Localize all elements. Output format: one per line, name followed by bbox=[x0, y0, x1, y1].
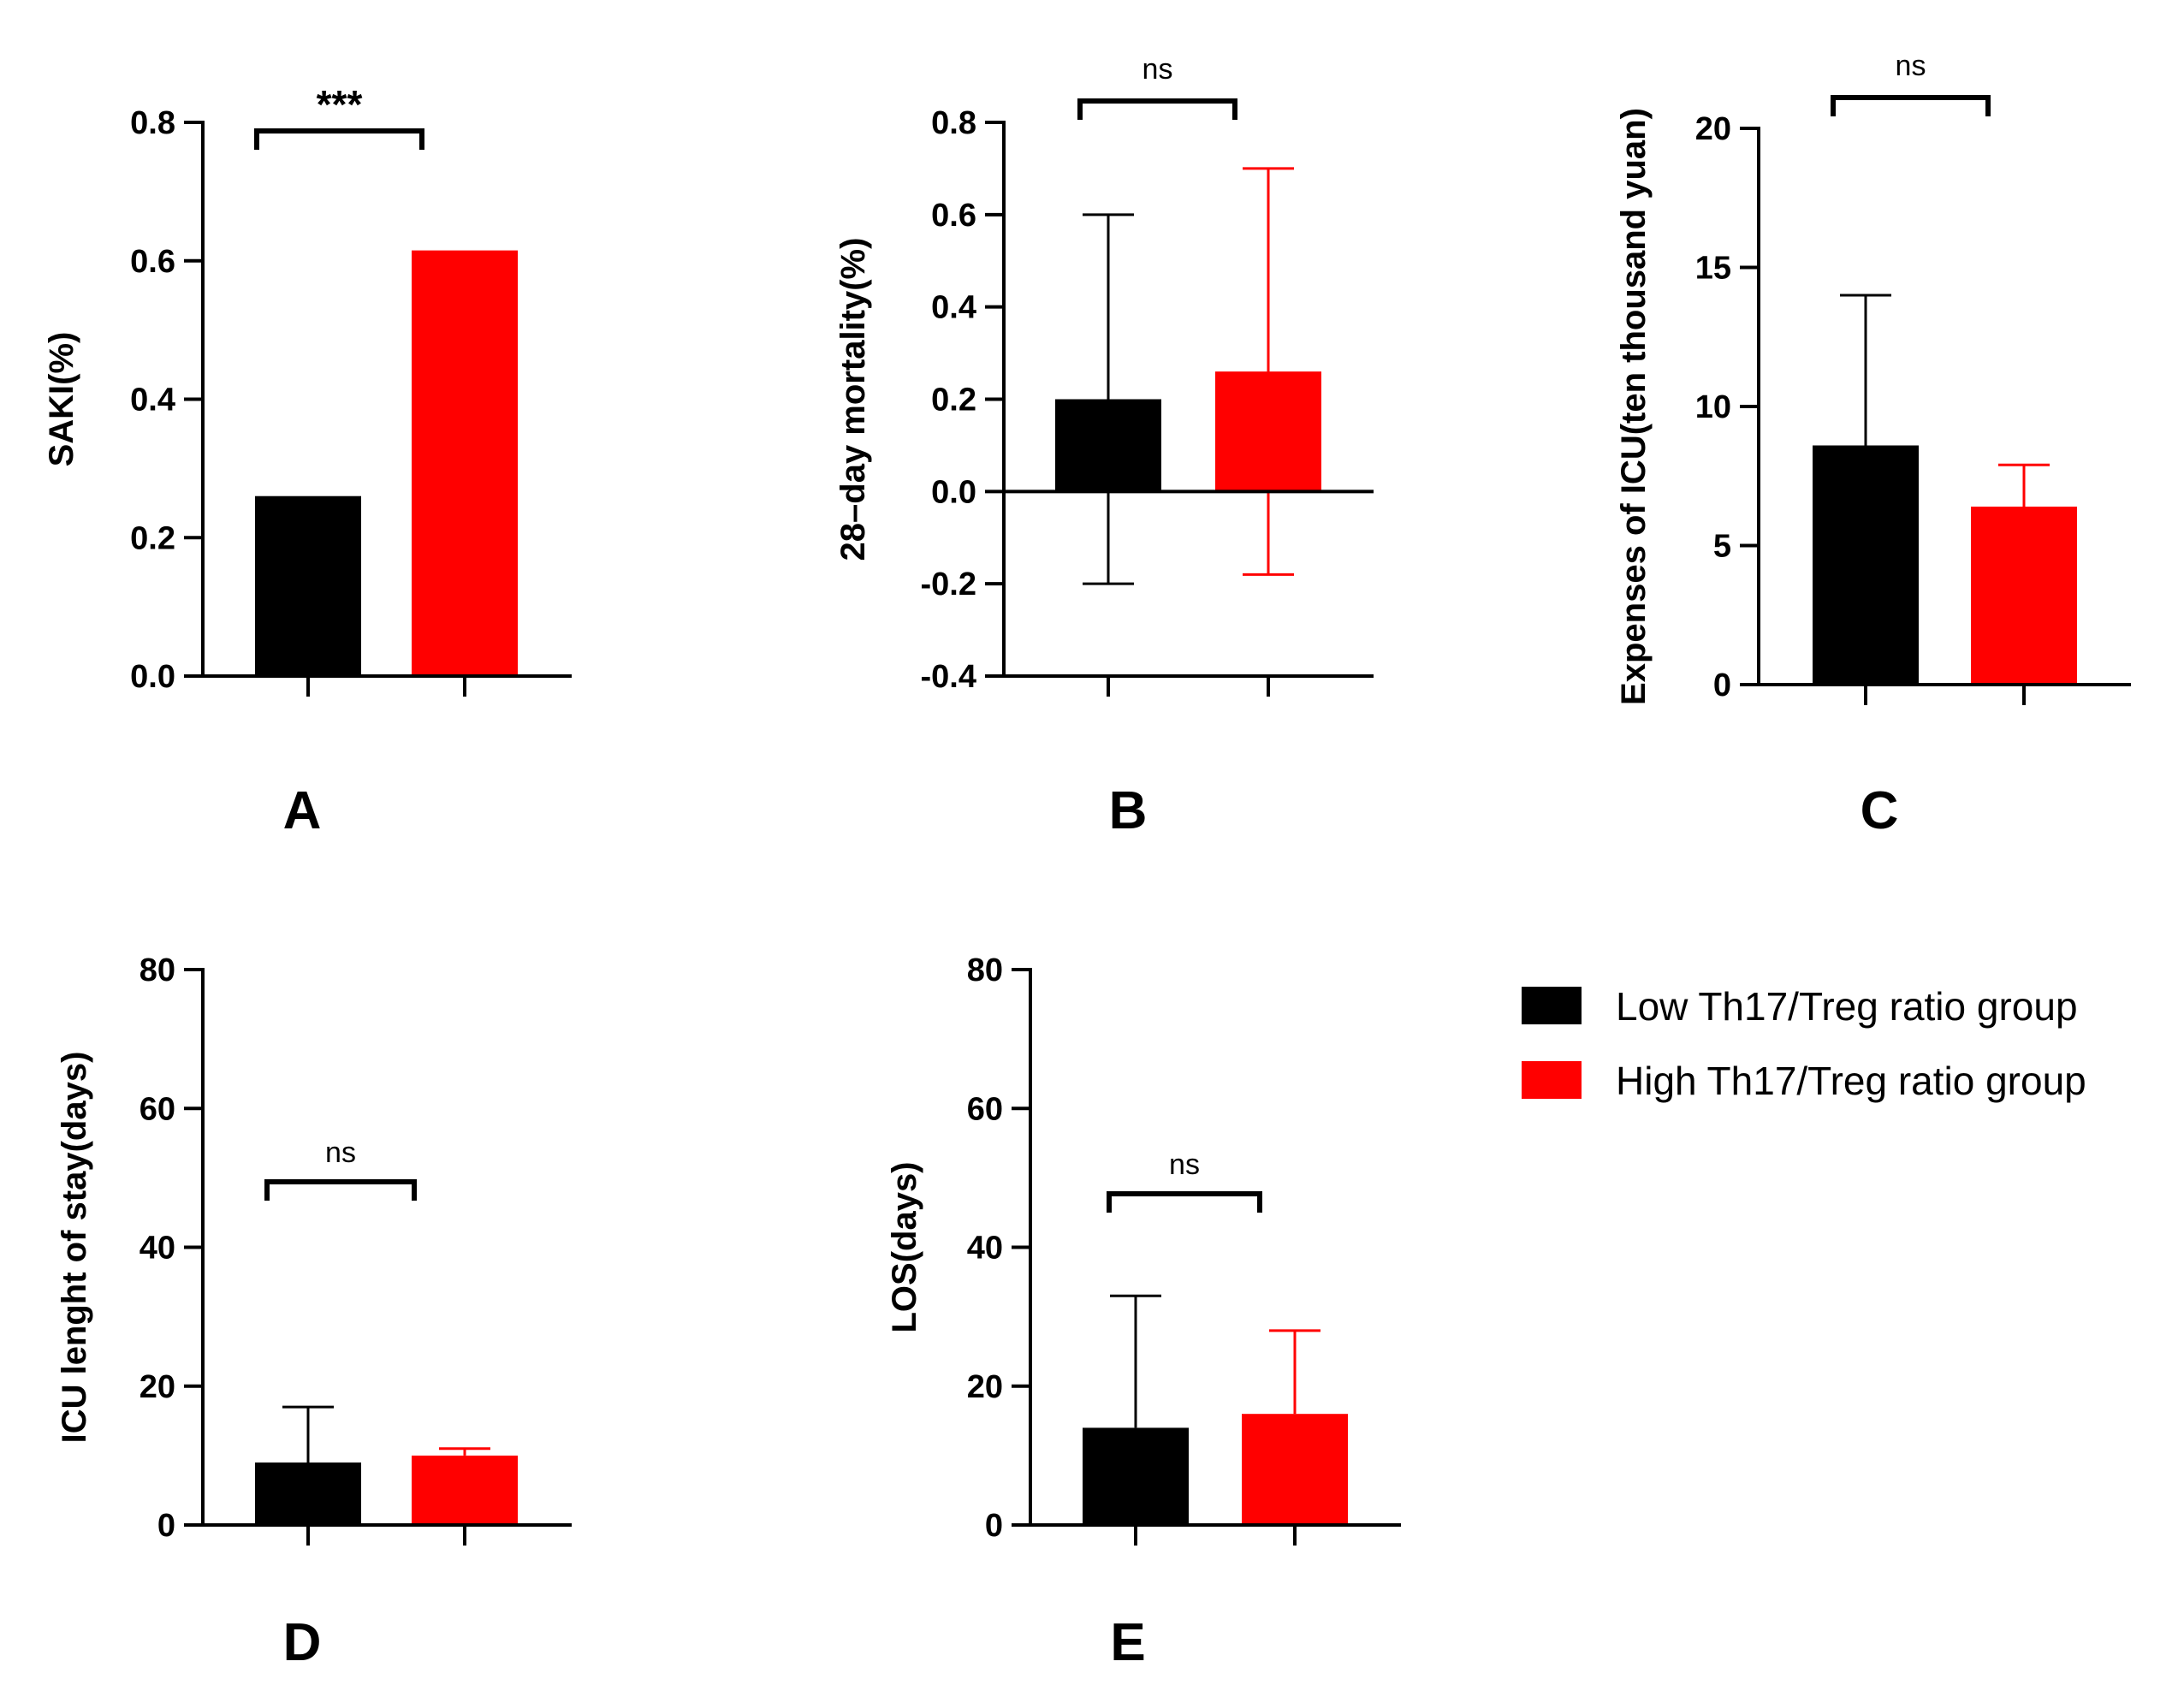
bar-E-low bbox=[1083, 1427, 1189, 1525]
legend-swatch-high bbox=[1522, 1061, 1582, 1099]
y-tick-label-B-3: 0.2 bbox=[931, 383, 976, 418]
y-tick-label-E-1: 20 bbox=[967, 1369, 1003, 1405]
y-tick-label-C-1: 5 bbox=[1713, 529, 1731, 565]
panels: 0.0 0.2 0.4 0.6 0.8 SAKI(%) *** A -0.4 -0.2 0.0 0.2… bbox=[43, 50, 2131, 1672]
panel-letter-E: E bbox=[1110, 1613, 1145, 1672]
y-tick-label-C-3: 15 bbox=[1695, 251, 1731, 287]
y-tick-label-A-1: 0.2 bbox=[130, 520, 175, 556]
y-tick-label-A-4: 0.8 bbox=[130, 105, 175, 141]
y-tick-label-C-4: 20 bbox=[1695, 111, 1731, 147]
significance-label-E: ns bbox=[1169, 1148, 1200, 1181]
bar-C-low bbox=[1813, 445, 1919, 685]
panel-D: 0 20 40 60 80 ICU lenght of stay(days) ns D bbox=[56, 952, 572, 1672]
y-tick-label-A-2: 0.4 bbox=[130, 383, 175, 418]
panel-C: 0 5 10 15 20 Expenses of ICU(ten thousand yua… bbox=[1615, 50, 2131, 840]
legend: Low Th17/Treg ratio group High Th17/Treg… bbox=[1522, 984, 2086, 1103]
significance-bracket-E bbox=[1107, 1191, 1262, 1213]
y-axis-title-C: Expenses of ICU(ten thousand yuan) bbox=[1615, 108, 1653, 705]
y-axis-title-D: ICU lenght of stay(days) bbox=[56, 1052, 93, 1444]
y-axis-title-B: 28–day mortality(%) bbox=[834, 238, 872, 561]
bar-C-high bbox=[1971, 507, 2077, 685]
y-tick-label-D-2: 40 bbox=[139, 1231, 175, 1267]
panel-E: 0 20 40 60 80 LOS(days) ns E bbox=[886, 952, 1401, 1672]
y-tick-label-D-3: 60 bbox=[139, 1091, 175, 1127]
significance-label-A: *** bbox=[317, 82, 363, 127]
panel-letter-B: B bbox=[1109, 781, 1148, 840]
significance-label-C: ns bbox=[1896, 50, 1926, 82]
legend-label-low: Low Th17/Treg ratio group bbox=[1616, 984, 2078, 1029]
y-tick-label-D-4: 80 bbox=[139, 952, 175, 988]
significance-bracket-A bbox=[254, 128, 424, 150]
significance-bracket-C bbox=[1831, 95, 1991, 116]
legend-swatch-low bbox=[1522, 987, 1582, 1024]
bar-D-low bbox=[255, 1462, 361, 1525]
bar-A-high bbox=[412, 250, 518, 676]
y-tick-label-B-0: -0.4 bbox=[921, 659, 976, 695]
y-tick-label-B-5: 0.6 bbox=[931, 198, 976, 234]
y-tick-label-B-2: 0.0 bbox=[931, 474, 976, 510]
y-tick-label-D-0: 0 bbox=[157, 1508, 175, 1544]
legend-label-high: High Th17/Treg ratio group bbox=[1616, 1059, 2086, 1103]
y-tick-label-B-6: 0.8 bbox=[931, 105, 976, 141]
y-tick-label-A-3: 0.6 bbox=[130, 244, 175, 280]
panel-B: -0.4 -0.2 0.0 0.2 0.4 0.6 0.8 28–day mortality(… bbox=[834, 53, 1374, 840]
y-tick-label-B-4: 0.4 bbox=[931, 290, 976, 326]
y-tick-label-C-2: 10 bbox=[1695, 389, 1731, 425]
y-tick-label-C-0: 0 bbox=[1713, 668, 1731, 703]
y-tick-label-A-0: 0.0 bbox=[130, 659, 175, 695]
y-tick-label-E-0: 0 bbox=[985, 1508, 1003, 1544]
significance-bracket-D bbox=[264, 1179, 417, 1201]
panel-letter-C: C bbox=[1861, 781, 1899, 840]
panel-A: 0.0 0.2 0.4 0.6 0.8 SAKI(%) *** A bbox=[43, 82, 572, 840]
y-tick-label-E-3: 60 bbox=[967, 1091, 1003, 1127]
significance-label-B: ns bbox=[1142, 53, 1173, 86]
panel-letter-D: D bbox=[283, 1613, 322, 1672]
panel-letter-A: A bbox=[283, 781, 322, 840]
bar-E-high bbox=[1242, 1414, 1348, 1525]
significance-bracket-B bbox=[1077, 98, 1237, 120]
y-tick-label-E-2: 40 bbox=[967, 1231, 1003, 1267]
y-tick-label-E-4: 80 bbox=[967, 952, 1003, 988]
significance-label-D: ns bbox=[325, 1136, 356, 1169]
y-tick-label-D-1: 20 bbox=[139, 1369, 175, 1405]
y-tick-label-B-1: -0.2 bbox=[921, 567, 976, 602]
bar-A-low bbox=[255, 495, 361, 676]
bar-D-high bbox=[412, 1455, 518, 1525]
y-axis-title-A: SAKI(%) bbox=[43, 332, 80, 467]
y-axis-title-E: LOS(days) bbox=[886, 1161, 923, 1332]
